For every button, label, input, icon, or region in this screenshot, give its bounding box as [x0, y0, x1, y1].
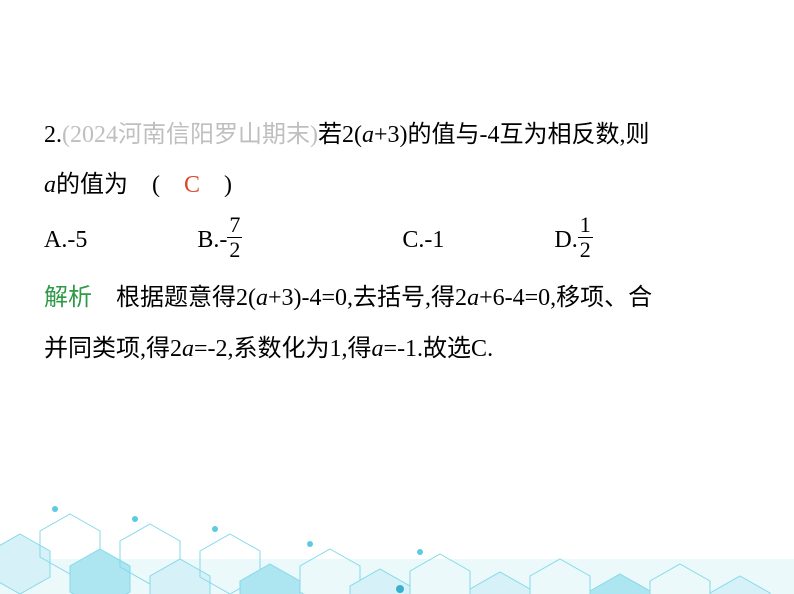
option-d-fraction: 12	[578, 214, 593, 261]
exp-v4: a	[372, 336, 384, 362]
stem-part-2: +3)的值与-4互为相反数,则	[374, 122, 650, 148]
question-block: 2.(2024河南信阳罗山期末)若2(a+3)的值与-4互为相反数,则 a的值为…	[44, 110, 744, 374]
exp-v3: a	[182, 336, 194, 362]
explanation-block: 解析 根据题意得2(a+3)-4=0,去括号,得2a+6-4=0,移项、合并同类…	[44, 273, 744, 374]
option-d-num: 1	[578, 214, 593, 237]
exp-t1: 根据题意得2(	[92, 285, 256, 311]
option-b-num: 7	[227, 214, 242, 237]
option-d: D.12	[554, 215, 592, 265]
exp-t6: =-1.故选C.	[384, 336, 494, 362]
option-c-label: C.	[402, 215, 424, 265]
decorative-footer	[0, 464, 794, 594]
hexagon-pattern-icon	[0, 464, 794, 594]
question-number: 2.	[44, 122, 62, 148]
exp-t2: +3)-4=0,去括号,得2	[268, 285, 467, 311]
option-b-label: B.	[197, 215, 219, 265]
question-line-2: a的值为 ( C )	[44, 160, 744, 210]
option-d-label: D.	[554, 215, 577, 265]
stem-var-1: a	[362, 122, 374, 148]
answer-letter: C	[184, 172, 200, 198]
option-a-label: A.	[44, 215, 67, 265]
option-c: C.-1	[402, 215, 444, 265]
option-b-fraction: 72	[227, 214, 242, 261]
exp-t5: =-2,系数化为1,得	[194, 336, 372, 362]
exp-v2: a	[467, 285, 479, 311]
question-source: (2024河南信阳罗山期末)	[62, 122, 318, 148]
question-line-1: 2.(2024河南信阳罗山期末)若2(a+3)的值与-4互为相反数,则	[44, 110, 744, 160]
exp-t4: 并同类项,得2	[44, 336, 182, 362]
exp-t3: +6-4=0,移项、合	[479, 285, 652, 311]
option-a: A.-5	[44, 215, 87, 265]
option-a-value: -5	[67, 215, 87, 265]
option-b-prefix: -	[219, 215, 227, 265]
line2-text: 的值为 (	[56, 172, 184, 198]
explanation-label: 解析	[44, 285, 92, 311]
option-d-den: 2	[578, 237, 593, 261]
stem-part-1: 若2(	[318, 122, 362, 148]
option-b: B.-72	[197, 215, 242, 265]
line2-var: a	[44, 172, 56, 198]
option-c-value: -1	[424, 215, 444, 265]
option-b-den: 2	[227, 237, 242, 261]
exp-v1: a	[256, 285, 268, 311]
line2-close: )	[200, 172, 232, 198]
options-row: A.-5 B.-72 C.-1 D.12	[44, 215, 744, 265]
